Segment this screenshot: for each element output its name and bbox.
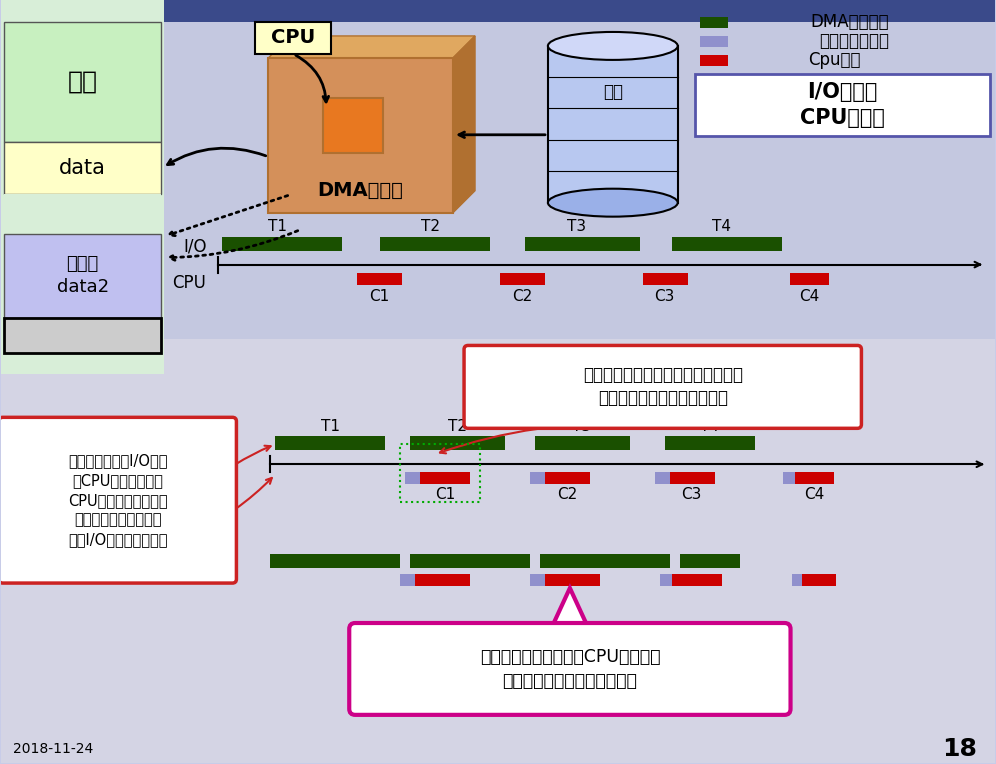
Bar	[525, 237, 639, 251]
Bar	[802, 574, 837, 586]
Bar	[358, 273, 402, 284]
Bar	[545, 574, 600, 586]
Text: T3: T3	[573, 419, 592, 434]
Text: CPU: CPU	[172, 274, 206, 292]
FancyBboxPatch shape	[464, 345, 862, 429]
Text: C2: C2	[512, 289, 532, 304]
Bar	[500, 273, 545, 284]
Polygon shape	[552, 588, 588, 627]
Text: DMA控制器: DMA控制器	[318, 181, 403, 200]
Text: 缓冲区未空时，I/O需等
待CPU又会造成后续
CPU计算工作等待时间
增长。若缓冲区足够大
时，I/O设备可不停放入: 缓冲区未空时，I/O需等 待CPU又会造成后续 CPU计算工作等待时间 增长。若…	[68, 453, 167, 547]
Text: 磁盘: 磁盘	[603, 83, 622, 101]
Bar	[679, 554, 740, 568]
Text: T1: T1	[268, 219, 287, 234]
Text: 缓冲区到进程区: 缓冲区到进程区	[820, 32, 889, 50]
Bar	[255, 22, 332, 54]
Bar	[694, 74, 990, 136]
Bar	[268, 58, 453, 212]
Polygon shape	[268, 36, 475, 58]
Text: 2018-11-24: 2018-11-24	[13, 742, 93, 756]
Bar	[222, 237, 343, 251]
Text: T2: T2	[447, 419, 466, 434]
Bar	[410, 436, 505, 450]
Text: 缓冲区
data2: 缓冲区 data2	[57, 254, 109, 296]
Bar	[548, 46, 677, 202]
Text: 多了一定内存取数工作时间，但计算
工作的等待时间大大减少了。: 多了一定内存取数工作时间，但计算 工作的等待时间大大减少了。	[583, 366, 743, 407]
Bar	[664, 436, 755, 450]
Ellipse shape	[548, 32, 677, 60]
Bar	[671, 574, 722, 586]
Bar	[669, 472, 715, 484]
Bar	[545, 472, 590, 484]
Text: C3: C3	[654, 289, 675, 304]
Text: C4: C4	[805, 487, 825, 502]
Text: T3: T3	[568, 219, 587, 234]
Bar	[530, 574, 545, 586]
Bar	[1, 339, 995, 762]
Bar	[671, 237, 782, 251]
Bar	[783, 472, 795, 484]
Text: C2: C2	[557, 487, 577, 502]
Bar	[699, 36, 728, 47]
FancyBboxPatch shape	[0, 417, 236, 583]
Bar	[540, 554, 669, 568]
Bar	[642, 273, 687, 284]
Bar	[415, 574, 470, 586]
Bar	[4, 319, 160, 354]
Text: 18: 18	[942, 736, 977, 761]
Bar	[275, 436, 385, 450]
Text: T4: T4	[700, 419, 719, 434]
Polygon shape	[453, 36, 475, 212]
Text: C4: C4	[800, 289, 820, 304]
FancyBboxPatch shape	[350, 623, 791, 715]
Text: 试一试延长红色线（即CPU执行需要
的时间增长）会有什么效果？: 试一试延长红色线（即CPU执行需要 的时间增长）会有什么效果？	[480, 648, 660, 690]
Bar	[699, 17, 728, 28]
Bar	[792, 574, 802, 586]
Bar	[4, 194, 160, 234]
Bar	[1, 0, 995, 339]
Bar	[535, 436, 629, 450]
Text: C3: C3	[681, 487, 702, 502]
Text: 内存: 内存	[68, 70, 98, 94]
Bar	[380, 237, 490, 251]
Bar	[1, 0, 163, 374]
Bar	[324, 98, 383, 153]
Text: I/O: I/O	[183, 238, 206, 256]
Text: T1: T1	[321, 419, 340, 434]
Bar	[410, 554, 530, 568]
Bar	[654, 472, 669, 484]
Bar	[1, 0, 995, 22]
Text: data: data	[59, 157, 107, 178]
Bar	[4, 142, 160, 194]
Bar	[659, 574, 671, 586]
Ellipse shape	[548, 189, 677, 217]
Text: T2: T2	[420, 219, 439, 234]
Bar	[790, 273, 830, 284]
Text: I/O利用率
CPU利用率: I/O利用率 CPU利用率	[800, 82, 884, 128]
Bar	[405, 472, 420, 484]
Text: Cpu处理: Cpu处理	[808, 51, 861, 69]
Text: C1: C1	[370, 289, 389, 304]
Text: DMA写入内存: DMA写入内存	[810, 13, 888, 31]
Bar	[530, 472, 545, 484]
Bar	[400, 445, 480, 502]
Text: C1: C1	[435, 487, 455, 502]
Bar	[4, 234, 160, 319]
Bar	[699, 55, 728, 66]
Bar	[468, 349, 858, 424]
Text: CPU: CPU	[271, 28, 316, 47]
Bar	[4, 22, 160, 142]
Text: T4: T4	[712, 219, 731, 234]
Bar	[400, 574, 415, 586]
Bar	[795, 472, 835, 484]
Bar	[420, 472, 470, 484]
Bar	[270, 554, 400, 568]
